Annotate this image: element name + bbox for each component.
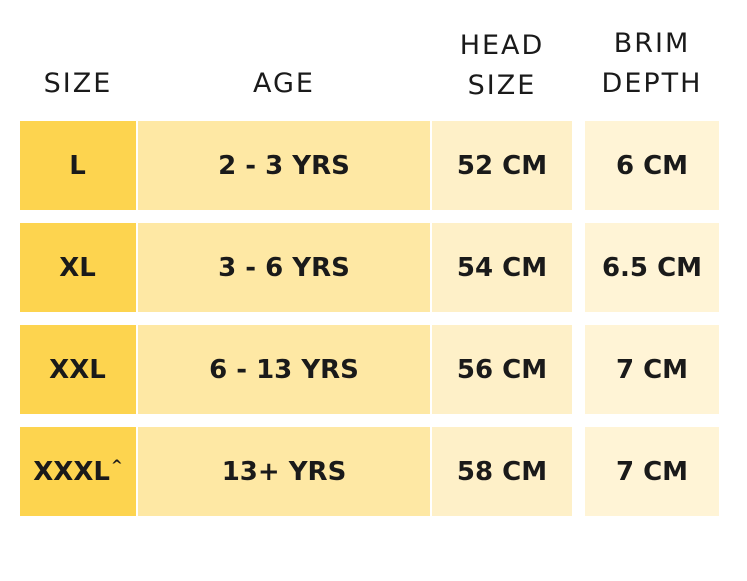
brim-depth-value: 7 CM [615, 354, 689, 385]
head-size-cell: 52 CM [432, 121, 572, 210]
header-size: SIZE [20, 64, 136, 104]
size-value: XXL [49, 354, 106, 385]
size-value: XXXL [33, 456, 110, 487]
header-age-label: AGE [253, 68, 315, 99]
age-cell: 13+ YRS [138, 427, 430, 516]
head-size-value: 56 CM [456, 354, 548, 385]
age-cell: 6 - 13 YRS [138, 325, 430, 414]
brim-depth-value: 6.5 CM [601, 252, 703, 283]
header-brim-line1: BRIM [613, 28, 691, 59]
age-value: 13+ YRS [221, 456, 347, 487]
size-cell: XXXL ^ [20, 427, 136, 516]
head-size-cell: 56 CM [432, 325, 572, 414]
size-value: L [69, 150, 86, 181]
header-size-label: SIZE [43, 68, 113, 99]
brim-depth-value: 7 CM [615, 456, 689, 487]
header-head-line1: HEAD [459, 30, 545, 61]
head-size-cell: 54 CM [432, 223, 572, 312]
header-age: AGE [138, 64, 430, 104]
age-value: 2 - 3 YRS [218, 150, 350, 181]
size-cell: XL [20, 223, 136, 312]
header-head-size: HEAD SIZE [432, 26, 572, 106]
age-cell: 3 - 6 YRS [138, 223, 430, 312]
size-cell: L [20, 121, 136, 210]
header-brim-depth: BRIM DEPTH [585, 24, 719, 104]
head-size-value: 54 CM [456, 252, 548, 283]
head-size-value: 52 CM [456, 150, 548, 181]
age-cell: 2 - 3 YRS [138, 121, 430, 210]
age-value: 6 - 13 YRS [209, 354, 359, 385]
brim-depth-value: 6 CM [615, 150, 689, 181]
brim-depth-cell: 7 CM [585, 427, 719, 516]
brim-depth-cell: 6 CM [585, 121, 719, 210]
size-note-mark: ^ [110, 457, 123, 474]
header-head-line2: SIZE [467, 70, 537, 101]
brim-depth-cell: 6.5 CM [585, 223, 719, 312]
header-brim-line2: DEPTH [601, 68, 703, 99]
head-size-cell: 58 CM [432, 427, 572, 516]
brim-depth-cell: 7 CM [585, 325, 719, 414]
size-cell: XXL [20, 325, 136, 414]
size-value: XL [59, 252, 96, 283]
age-value: 3 - 6 YRS [218, 252, 350, 283]
head-size-value: 58 CM [456, 456, 548, 487]
